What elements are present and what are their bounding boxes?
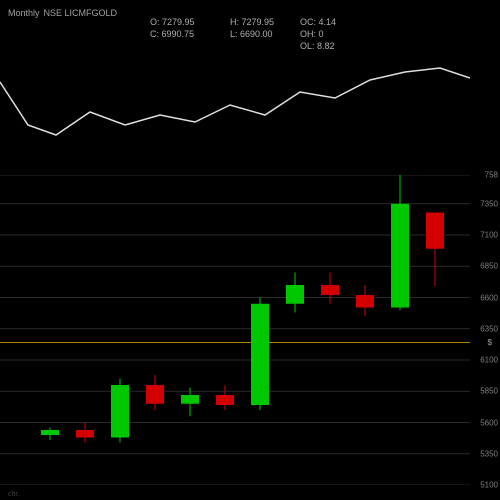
y-tick-label: 6850 bbox=[480, 262, 498, 271]
y-tick-label: 6600 bbox=[480, 293, 498, 302]
y-tick-label: 5350 bbox=[480, 449, 498, 458]
y-tick-label: 6350 bbox=[480, 324, 498, 333]
ohlc-o: O: 7279.95 bbox=[150, 16, 230, 28]
y-tick-label: 5100 bbox=[480, 481, 498, 490]
ohlc-oc: OC: 4.14 bbox=[300, 16, 360, 28]
ohlc-c: C: 6990.75 bbox=[150, 28, 230, 40]
y-tick-label: 7100 bbox=[480, 231, 498, 240]
y-tick-label: 6100 bbox=[480, 356, 498, 365]
chart-title-sub: NSE LICMFGOLD bbox=[44, 8, 118, 18]
y-tick-label: 7350 bbox=[480, 199, 498, 208]
upper-line-chart bbox=[0, 50, 470, 160]
y-top-label: 758 bbox=[485, 171, 498, 180]
ohlc-l: L: 6690.00 bbox=[230, 28, 300, 40]
y-tick-label: 5600 bbox=[480, 418, 498, 427]
ohlc-h: H: 7279.95 bbox=[230, 16, 300, 28]
y-tick-label: 5850 bbox=[480, 387, 498, 396]
currency-label: $ bbox=[488, 338, 492, 347]
chart-header: Monthly NSE LICMFGOLD O: 7279.95 H: 7279… bbox=[0, 8, 500, 18]
bottom-left-label: chr. bbox=[8, 491, 19, 498]
chart-title-main: Monthly bbox=[8, 8, 40, 18]
lower-candlestick-chart bbox=[0, 175, 470, 485]
ohlc-oh: OH: 0 bbox=[300, 28, 360, 40]
ohlc-block: O: 7279.95 H: 7279.95 OC: 4.14 C: 6990.7… bbox=[150, 16, 360, 52]
